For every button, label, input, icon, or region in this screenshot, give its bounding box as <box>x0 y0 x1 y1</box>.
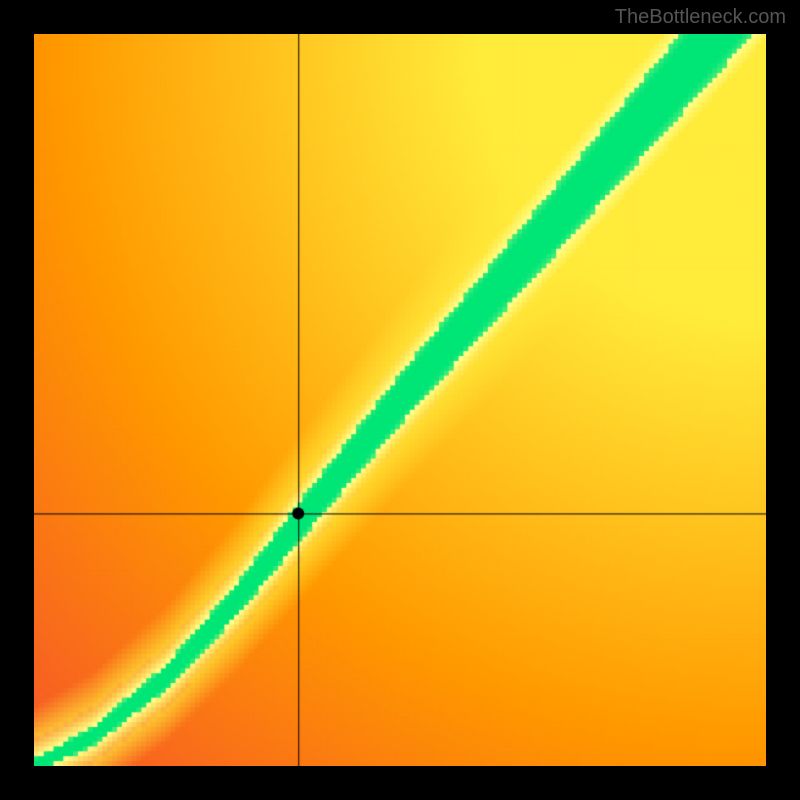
heatmap-canvas <box>34 34 766 766</box>
watermark-text: TheBottleneck.com <box>615 6 786 29</box>
chart-container: { "watermark": "TheBottleneck.com", "lay… <box>0 0 800 800</box>
